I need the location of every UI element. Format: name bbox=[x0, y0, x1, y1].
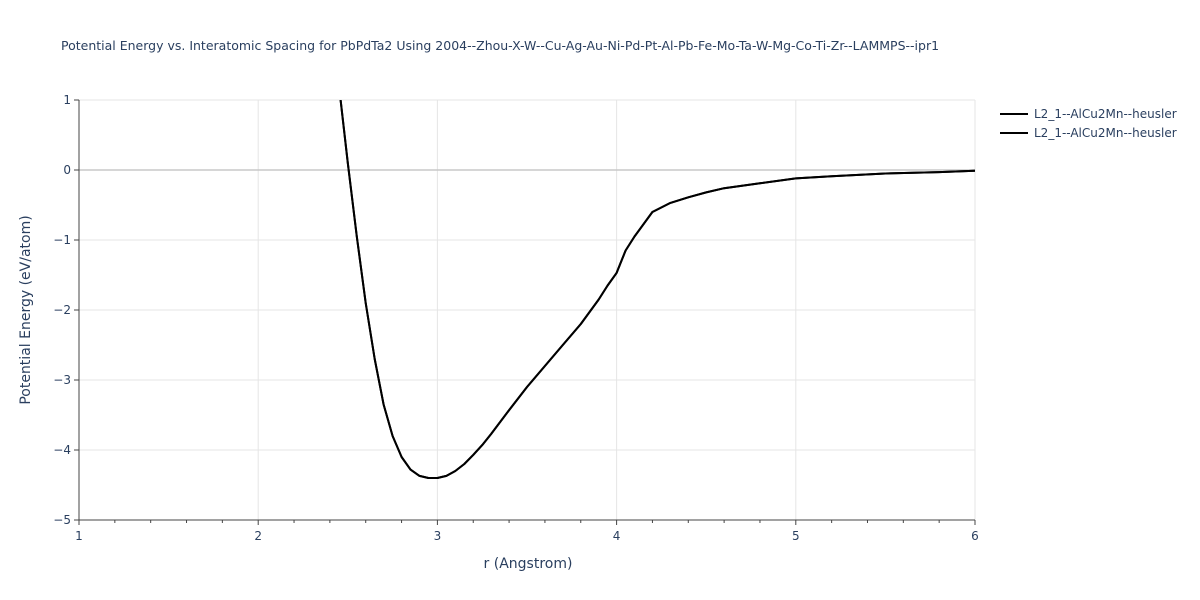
legend-label-1: L2_1--AlCu2Mn--heusler bbox=[1034, 107, 1177, 121]
series-group bbox=[339, 100, 975, 479]
y-tick-labels: 1 0 −1 −2 −3 −4 −5 bbox=[53, 93, 71, 527]
y-tick-label: −4 bbox=[53, 443, 71, 457]
series-line-1 bbox=[339, 100, 975, 479]
x-tick-label: 3 bbox=[434, 529, 442, 543]
grid bbox=[79, 99, 976, 520]
x-tick-label: 4 bbox=[613, 529, 621, 543]
series-line-2 bbox=[339, 100, 975, 479]
x-axis-title: r (Angstrom) bbox=[484, 556, 573, 572]
y-axis-title: Potential Energy (eV/atom) bbox=[18, 215, 34, 404]
chart-title: Potential Energy vs. Interatomic Spacing… bbox=[61, 38, 939, 53]
y-tick-label: −3 bbox=[53, 373, 71, 387]
y-tick-label: −5 bbox=[53, 513, 71, 527]
y-tick-label: −1 bbox=[53, 233, 71, 247]
x-tick-label: 1 bbox=[75, 529, 83, 543]
x-tick-label: 6 bbox=[971, 529, 979, 543]
x-tick-label: 5 bbox=[792, 529, 800, 543]
y-tick-label: 0 bbox=[63, 163, 71, 177]
legend-label-2: L2_1--AlCu2Mn--heusler bbox=[1034, 126, 1177, 140]
y-tick-label: 1 bbox=[63, 93, 71, 107]
x-tick-label: 2 bbox=[254, 529, 262, 543]
legend: L2_1--AlCu2Mn--heusler L2_1--AlCu2Mn--heu… bbox=[1000, 107, 1177, 140]
axes bbox=[74, 99, 976, 525]
y-tick-label: −2 bbox=[53, 303, 71, 317]
x-tick-labels: 1 2 3 4 5 6 bbox=[75, 529, 979, 543]
